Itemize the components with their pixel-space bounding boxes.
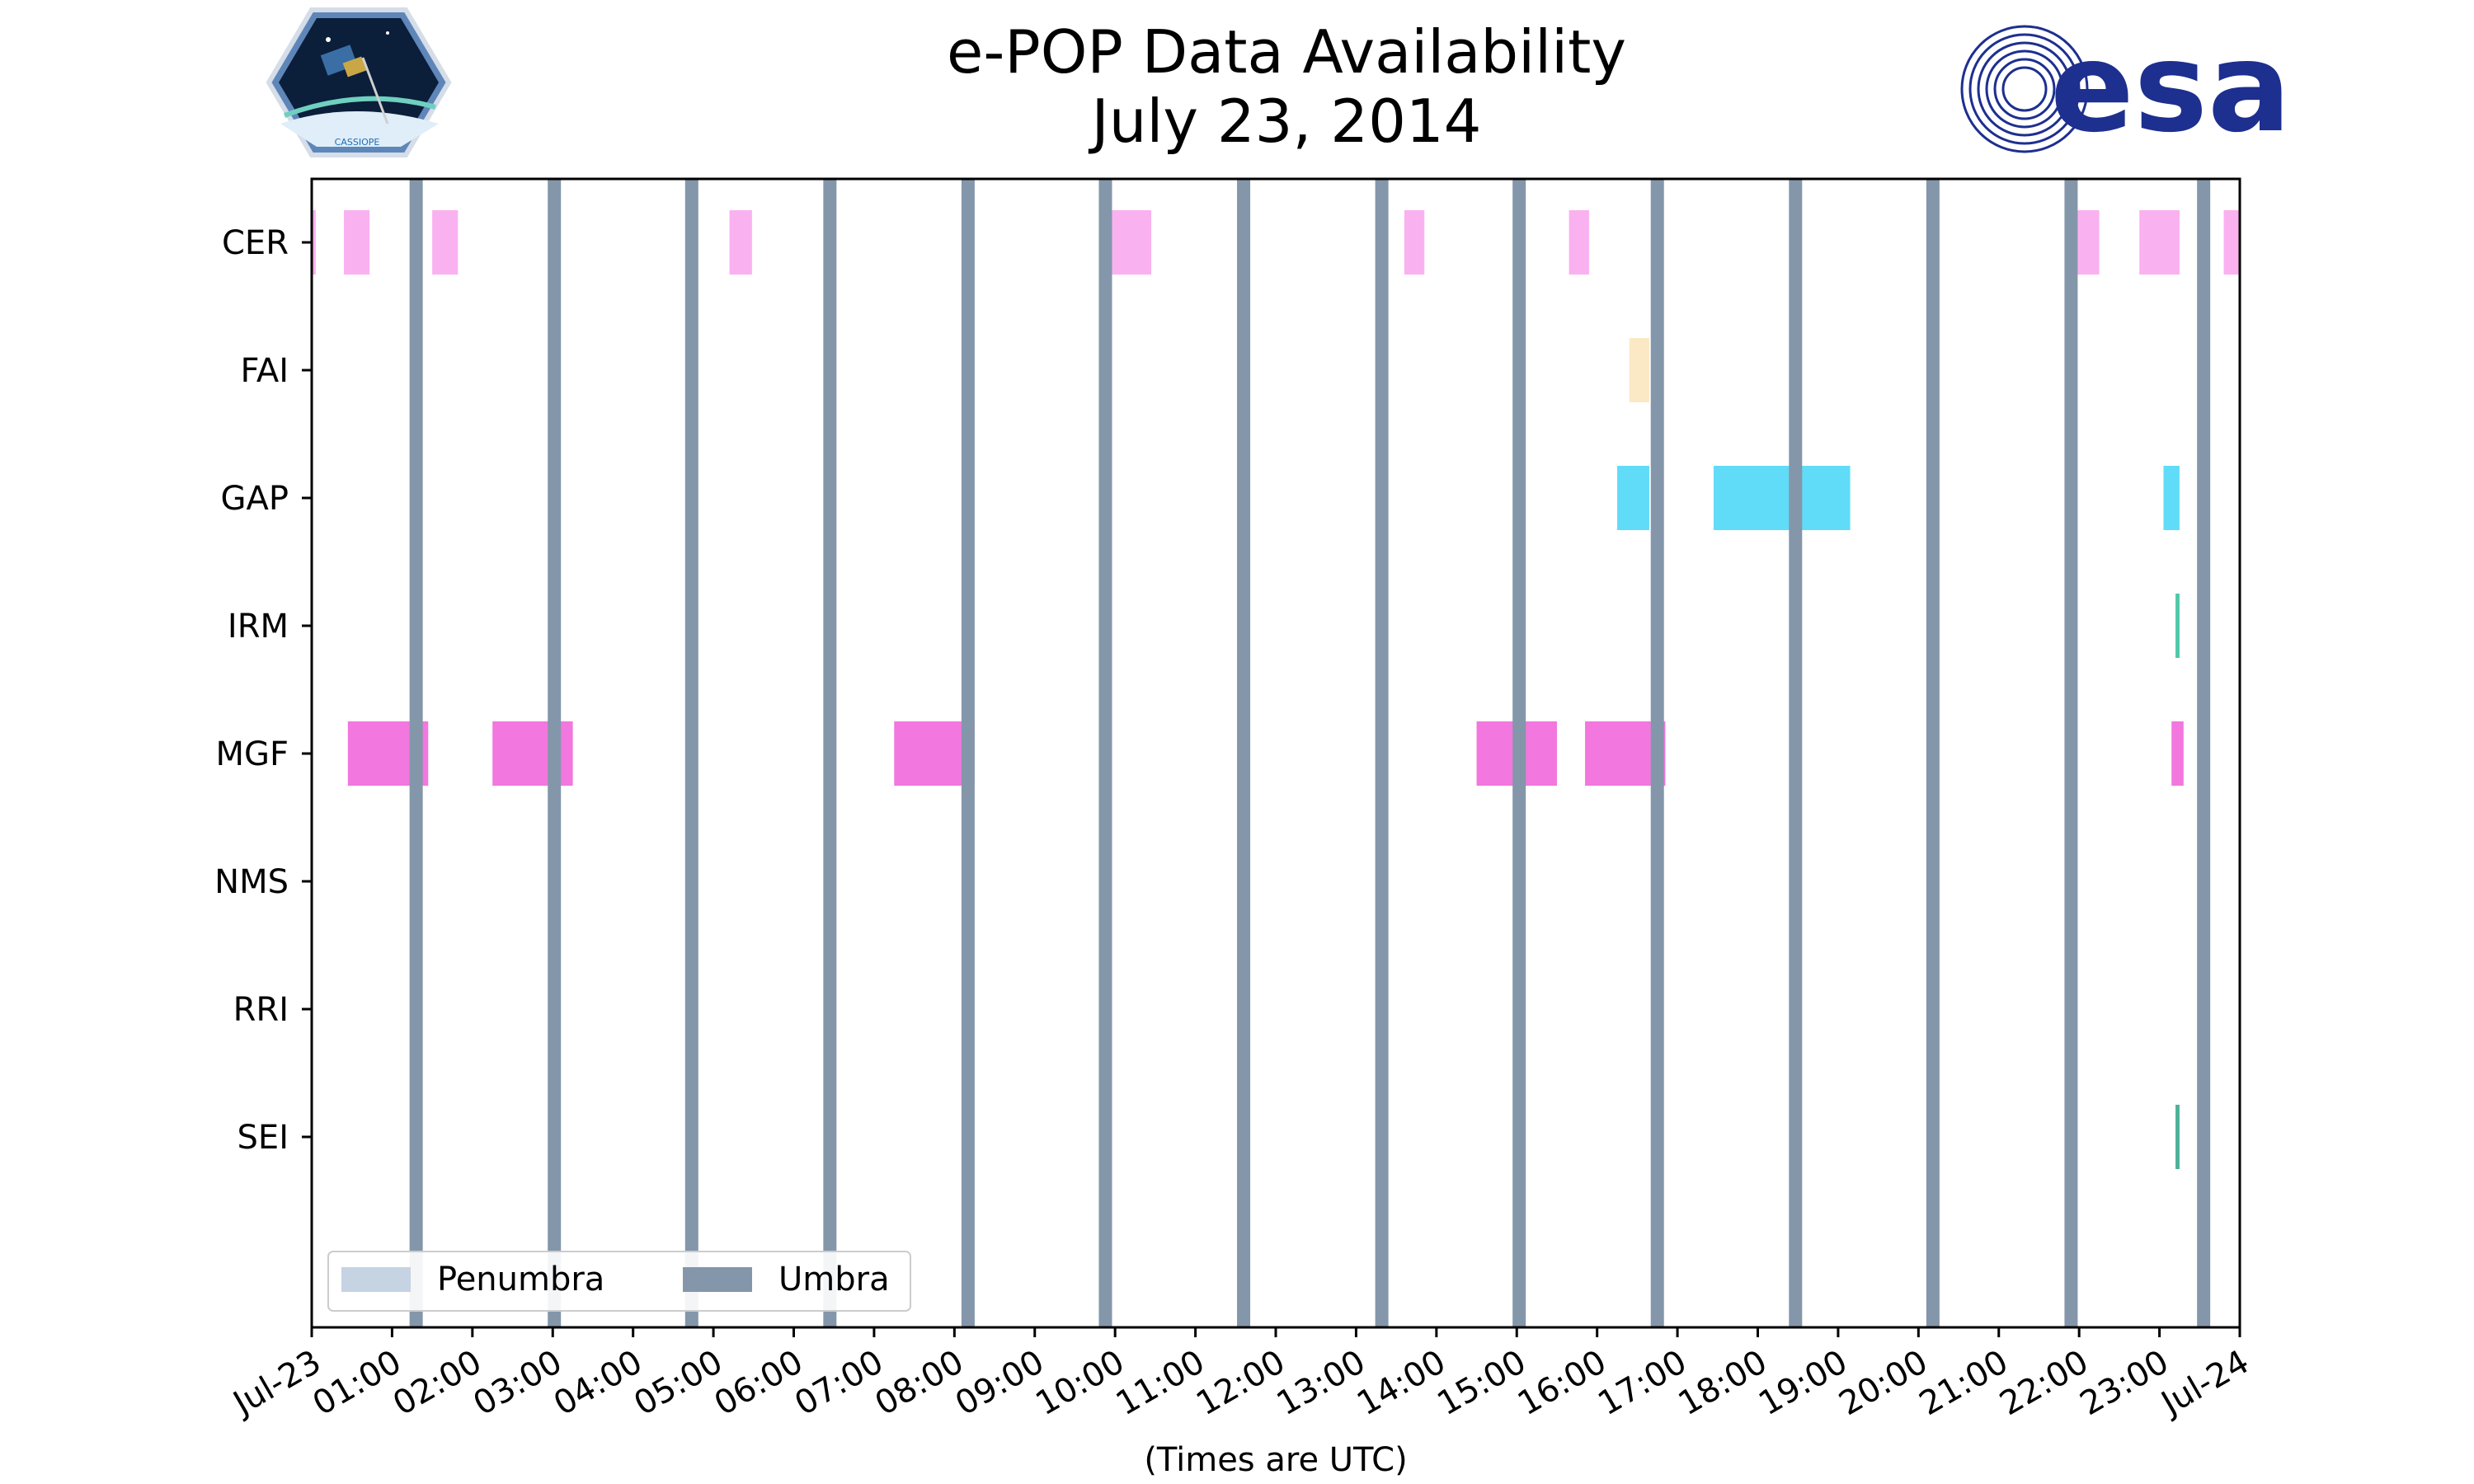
x-tick-label-8: 08:00 <box>868 1343 970 1423</box>
esa-swirl-icon <box>1960 25 2089 153</box>
availability-bar-cer-5 <box>1404 210 1425 275</box>
x-tick-label-13: 13:00 <box>1271 1343 1372 1423</box>
plot-area: CER FAI GAP IRM MGF NMS RRI SEI Jul-2301:0002:0… <box>214 177 2255 1424</box>
availability-bar-fai-0 <box>1629 338 1649 402</box>
umbra-band-0 <box>409 179 423 1327</box>
availability-bar-mgf-2 <box>894 721 975 786</box>
x-axis-label: (Times are UTC) <box>1144 1441 1407 1479</box>
availability-bar-cer-8 <box>2139 210 2180 275</box>
x-tick-label-7: 07:00 <box>788 1343 890 1423</box>
legend-label-penumbra: Penumbra <box>437 1261 604 1298</box>
availability-bar-gap-2 <box>2163 466 2180 530</box>
y-tick-label-mgf: MGF <box>215 735 289 773</box>
x-tick-label-16: 16:00 <box>1512 1343 1613 1423</box>
y-axis: CER FAI GAP IRM MGF NMS RRI SEI <box>214 224 312 1157</box>
availability-bar-cer-6 <box>1569 210 1589 275</box>
availability-bar-mgf-5 <box>2171 721 2184 786</box>
availability-bar-cer-0 <box>312 210 316 275</box>
legend-swatch-umbra <box>683 1267 752 1292</box>
availability-bar-sei-0 <box>2175 1105 2180 1169</box>
umbra-band-8 <box>1512 179 1526 1327</box>
y-tick-label-fai: FAI <box>241 352 289 390</box>
x-tick-label-15: 15:00 <box>1431 1343 1532 1423</box>
x-tick-label-9: 09:00 <box>949 1343 1051 1423</box>
x-tick-label-20: 20:00 <box>1832 1343 1934 1423</box>
x-tick-label-18: 18:00 <box>1672 1343 1774 1423</box>
x-tick-label-0: Jul-23 <box>225 1343 327 1424</box>
x-axis: Jul-2301:0002:0003:0004:0005:0006:0007:0… <box>225 1327 2255 1424</box>
x-tick-label-21: 21:00 <box>1913 1343 2015 1423</box>
x-tick-label-19: 19:00 <box>1752 1343 1854 1423</box>
y-tick-label-rri: RRI <box>233 991 289 1029</box>
x-tick-label-4: 04:00 <box>548 1343 649 1423</box>
chart-title-line-2: July 23, 2014 <box>1089 87 1482 156</box>
esa-logo: esa <box>1960 16 2291 160</box>
x-tick-label-14: 14:00 <box>1351 1343 1452 1423</box>
umbra-band-4 <box>961 179 975 1327</box>
legend-box <box>327 1251 911 1312</box>
cassiope-logo-text: CASSIOPE <box>335 137 380 148</box>
x-tick-label-2: 02:00 <box>387 1343 488 1423</box>
umbra-band-7 <box>1375 179 1389 1327</box>
availability-bar-irm-0 <box>2175 594 2180 658</box>
umbra-band-10 <box>1789 179 1803 1327</box>
x-tick-label-24: Jul-24 <box>2153 1343 2255 1424</box>
umbra-band-13 <box>2197 179 2211 1327</box>
plot-frame <box>310 177 2241 1329</box>
y-tick-label-gap: GAP <box>221 480 289 518</box>
y-tick-label-nms: NMS <box>214 863 289 901</box>
x-tick-label-17: 17:00 <box>1592 1343 1693 1423</box>
umbra-band-12 <box>2064 179 2078 1327</box>
x-tick-label-6: 06:00 <box>708 1343 810 1423</box>
x-tick-label-12: 12:00 <box>1190 1343 1291 1423</box>
availability-bar-gap-0 <box>1617 466 1649 530</box>
availability-bar-cer-1 <box>343 210 370 275</box>
legend-swatch-penumbra <box>341 1267 411 1292</box>
umbra-band-11 <box>1926 179 1940 1327</box>
x-tick-label-10: 10:00 <box>1029 1343 1131 1423</box>
y-tick-label-cer: CER <box>222 224 289 262</box>
legend: Penumbra Umbra <box>327 1251 911 1312</box>
y-tick-label-irm: IRM <box>228 608 289 646</box>
x-tick-label-22: 22:00 <box>1993 1343 2095 1423</box>
cassiope-logo: CASSIOPE <box>266 7 452 157</box>
x-tick-label-3: 03:00 <box>467 1343 568 1423</box>
umbra-band-6 <box>1237 179 1251 1327</box>
y-tick-label-sei: SEI <box>238 1119 289 1157</box>
availability-bar-cer-2 <box>432 210 459 275</box>
availability-bar-cer-3 <box>729 210 752 275</box>
umbra-band-3 <box>823 179 837 1327</box>
x-tick-label-5: 05:00 <box>628 1343 729 1423</box>
chart-title-line-1: e-POP Data Availability <box>947 17 1626 87</box>
availability-bar-gap-1 <box>1713 466 1851 530</box>
availability-bar-cer-4 <box>1111 210 1152 275</box>
availability-bar-cer-9 <box>2223 210 2240 275</box>
x-tick-label-11: 11:00 <box>1110 1343 1211 1423</box>
x-tick-label-1: 01:00 <box>307 1343 408 1423</box>
esa-logo-text: esa <box>2050 16 2291 160</box>
umbra-band-2 <box>684 179 698 1327</box>
umbra-band-9 <box>1650 179 1664 1327</box>
umbra-band-5 <box>1098 179 1112 1327</box>
umbra-layer <box>409 179 2211 1327</box>
x-tick-label-23: 23:00 <box>2074 1343 2175 1423</box>
umbra-band-1 <box>548 179 562 1327</box>
legend-label-umbra: Umbra <box>778 1261 890 1298</box>
